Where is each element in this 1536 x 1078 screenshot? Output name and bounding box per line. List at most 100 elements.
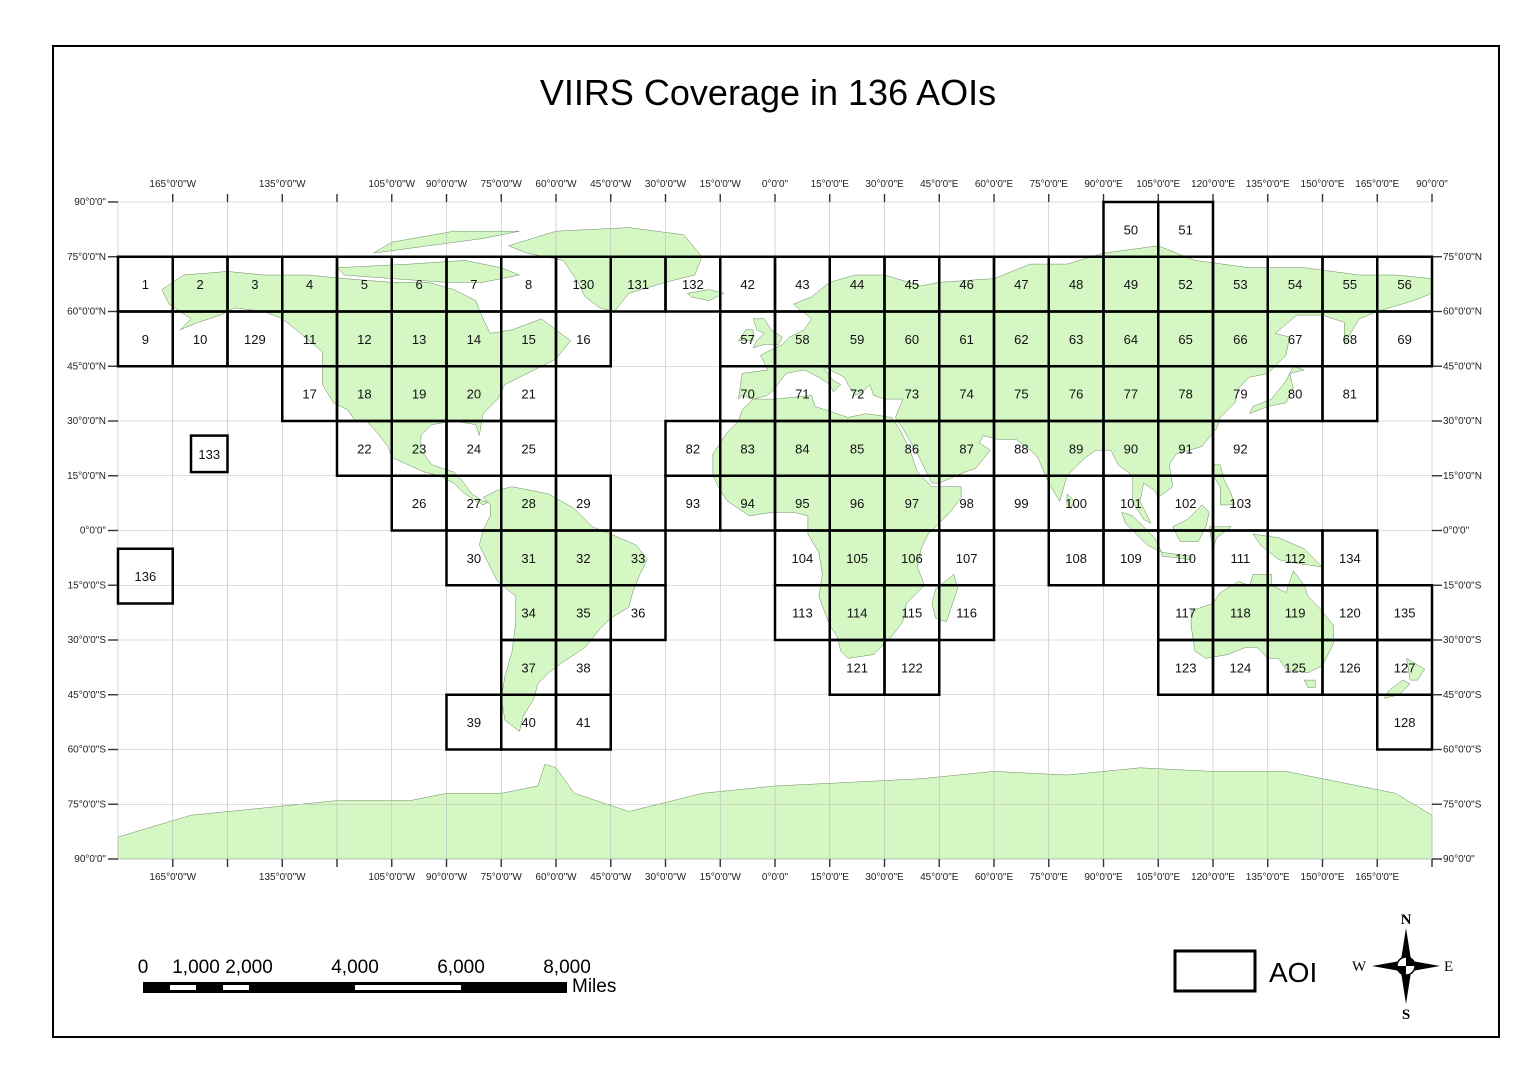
aoi-label: 136: [135, 569, 157, 584]
aoi-label: 113: [792, 606, 813, 621]
lon-label-bottom: 45°0'0"E: [920, 872, 959, 883]
aoi-label: 99: [1014, 496, 1028, 511]
aoi-label: 118: [1230, 606, 1251, 621]
land-polygon: [686, 289, 725, 301]
aoi-label: 84: [795, 441, 809, 456]
lon-label-top: 90°0'0": [1416, 179, 1448, 190]
aoi-label: 104: [792, 551, 814, 566]
lat-label-left: 0°0'0": [80, 526, 107, 537]
aoi-label: 28: [521, 496, 535, 511]
aoi-label: 36: [631, 606, 645, 621]
lat-label-right: 75°0'0"S: [1443, 799, 1482, 810]
aoi-label: 89: [1069, 441, 1083, 456]
lon-label-top: 0°0'0": [762, 179, 789, 190]
aoi-label: 10: [193, 332, 207, 347]
lat-label-left: 30°0'0"S: [68, 635, 107, 646]
aoi-label: 111: [1230, 551, 1250, 566]
aoi-label: 76: [1069, 387, 1083, 402]
aoi-label: 16: [576, 332, 590, 347]
lat-label-right: 45°0'0"S: [1443, 690, 1482, 701]
aoi-label: 103: [1230, 496, 1252, 511]
lon-label-top: 45°0'0"W: [590, 179, 632, 190]
aoi-label: 125: [1284, 660, 1306, 675]
aoi-label: 46: [959, 277, 973, 292]
land-polygon: [1161, 552, 1192, 560]
aoi-label: 43: [795, 277, 809, 292]
lon-label-bottom: 30°0'0"E: [865, 872, 904, 883]
lon-label-top: 120°0'0"E: [1191, 179, 1235, 190]
legend-swatch: [1173, 949, 1257, 993]
lon-label-bottom: 105°0'0"E: [1136, 872, 1180, 883]
lon-label-top: 135°0'0"E: [1246, 179, 1290, 190]
scale-label: 1,000: [172, 957, 220, 978]
aoi-label: 88: [1014, 441, 1028, 456]
aoi-label: 40: [521, 715, 535, 730]
aoi-label: 59: [850, 332, 864, 347]
lon-label-top: 165°0'0"W: [149, 179, 196, 190]
aoi-label: 45: [905, 277, 919, 292]
aoi-label: 7: [470, 277, 477, 292]
lon-label-bottom: 60°0'0"W: [535, 872, 577, 883]
lon-label-top: 75°0'0"W: [481, 179, 523, 190]
aoi-label: 41: [576, 715, 590, 730]
scale-label: 8,000: [543, 957, 591, 978]
lon-label-bottom: 75°0'0"W: [481, 872, 523, 883]
aoi-label: 65: [1178, 332, 1192, 347]
lat-label-left: 45°0'0"N: [67, 361, 106, 372]
aoi-label: 126: [1339, 660, 1361, 675]
lon-label-top: 105°0'0"W: [368, 179, 415, 190]
aoi-label: 24: [467, 441, 481, 456]
aoi-box: [1376, 693, 1434, 751]
lat-label-right: 90°0'0": [1443, 854, 1475, 865]
aoi-label: 23: [412, 441, 426, 456]
land-polygon: [507, 227, 703, 312]
aoi-label: 32: [576, 551, 590, 566]
aoi-label: 132: [682, 277, 704, 292]
scale-label: 4,000: [331, 957, 379, 978]
lat-label-right: 15°0'0"S: [1443, 580, 1482, 591]
aoi-label: 25: [521, 441, 535, 456]
lon-label-top: 30°0'0"W: [645, 179, 687, 190]
aoi-label: 17: [302, 387, 316, 402]
aoi-label: 83: [740, 441, 754, 456]
aoi-label: 127: [1394, 660, 1416, 675]
land-polygon: [1190, 570, 1334, 674]
aoi-label: 131: [627, 277, 649, 292]
aoi-label: 47: [1014, 277, 1028, 292]
lat-label-right: 60°0'0"N: [1443, 307, 1482, 318]
lon-label-bottom: 75°0'0"E: [1030, 872, 1069, 883]
legend-label: AOI: [1269, 957, 1317, 988]
compass-w: W: [1352, 959, 1367, 975]
aoi-label: 112: [1285, 551, 1306, 566]
aoi-label: 38: [576, 660, 590, 675]
lon-label-top: 165°0'0"E: [1355, 179, 1399, 190]
lat-label-right: 0°0'0": [1443, 526, 1470, 537]
aoi-box: [554, 310, 612, 368]
land-polygon: [1172, 504, 1210, 542]
lon-label-bottom: 30°0'0"W: [645, 872, 687, 883]
lat-label-left: 15°0'0"N: [67, 471, 106, 482]
land-polygon: [931, 573, 958, 623]
aoi-label: 21: [521, 387, 535, 402]
aoi-label: 117: [1175, 606, 1196, 621]
compass-s: S: [1402, 1007, 1410, 1023]
lon-label-top: 15°0'0"W: [700, 179, 742, 190]
aoi-label: 1: [142, 277, 149, 292]
aoi-label: 51: [1178, 222, 1192, 237]
lat-label-left: 60°0'0"N: [67, 307, 106, 318]
lat-label-left: 90°0'0": [74, 854, 106, 865]
aoi-label: 116: [956, 606, 977, 621]
aoi-label: 66: [1233, 332, 1247, 347]
aoi-box: [1321, 365, 1379, 423]
lat-label-right: 75°0'0"N: [1443, 252, 1482, 263]
aoi-label: 5: [361, 277, 368, 292]
lon-label-bottom: 90°0'0"W: [426, 872, 468, 883]
lon-label-top: 45°0'0"E: [920, 179, 959, 190]
aoi-label: 98: [959, 496, 973, 511]
compass-n: N: [1401, 912, 1412, 928]
land-polygon: [1252, 533, 1324, 568]
aoi-label: 67: [1288, 332, 1302, 347]
land-polygon: [738, 329, 754, 341]
lat-label-left: 75°0'0"S: [68, 799, 107, 810]
